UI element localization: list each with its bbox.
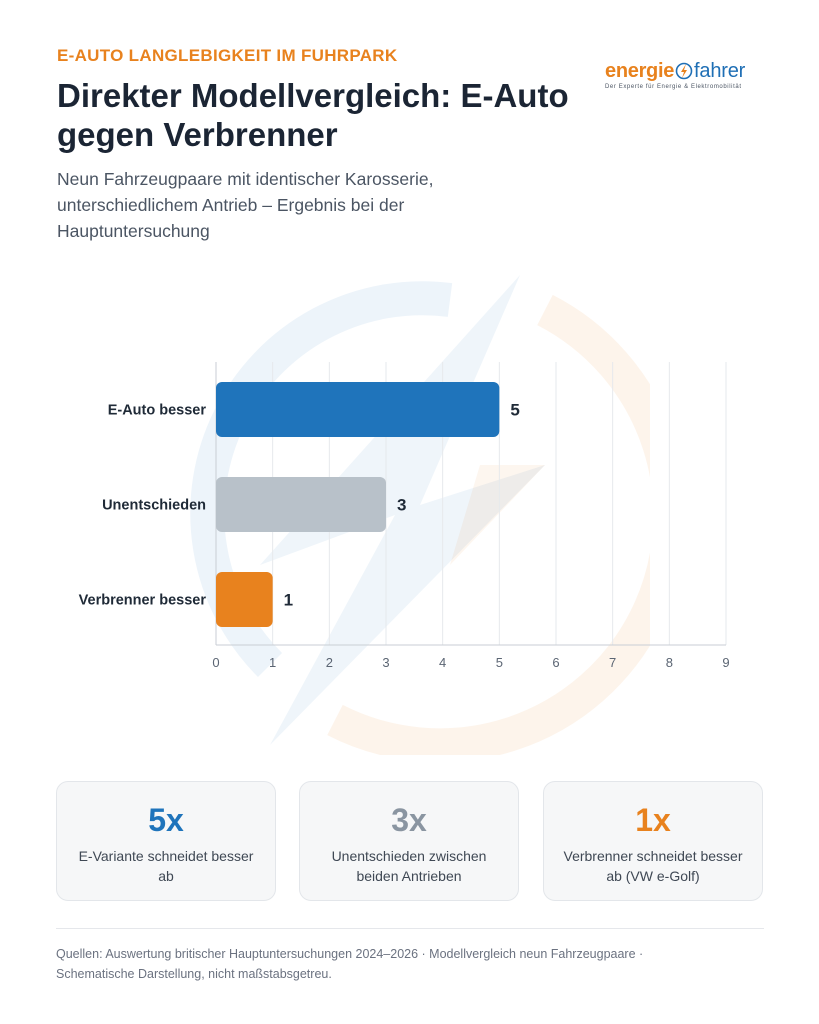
bar (216, 382, 500, 437)
card-text: Verbrenner schneidet besser ab (VW e-Gol… (563, 848, 743, 884)
bar-chart: 0 1 2 3 4 5 6 7 8 9 E-Auto besser 5 Unentschieden 3 Ve… (79, 362, 730, 670)
lightning-icon (675, 62, 693, 80)
summary-card-draw: 3x Unentschieden zwischen beiden Antrieb… (299, 781, 519, 901)
kicker: E-AUTO LANGLEBIGKEIT IM FUHRPARK (57, 46, 398, 65)
data-label: 5 (510, 401, 519, 420)
category-label: E-Auto besser (108, 403, 207, 419)
x-tick-label: 6 (552, 655, 559, 670)
x-tick-label: 5 (496, 655, 503, 670)
logo-text-energie: energie (605, 59, 675, 82)
summary-cards: 5x E-Variante schneidet besser ab 3x Une… (56, 781, 764, 901)
brand-logo: energie fahrer Der Experte für Energie &… (605, 60, 765, 94)
card-value: 3x (391, 802, 427, 838)
logo-tagline: Der Experte für Energie & Elektromobilit… (605, 84, 742, 90)
summary-card-ice: 1x Verbrenner schneidet besser ab (VW e-… (543, 781, 763, 901)
data-label: 3 (397, 496, 406, 515)
page-subtitle: Neun Fahrzeugpaare mit identischer Karos… (57, 169, 434, 241)
bar (216, 572, 273, 627)
card-value: 5x (148, 802, 184, 838)
logo-text-fahrer: fahrer (694, 59, 746, 82)
footer-sources: Quellen: Auswertung britischer Hauptunte… (56, 944, 764, 984)
x-tick-label: 1 (269, 655, 276, 670)
footer-line: Quellen: Auswertung britischer Hauptunte… (56, 947, 644, 961)
data-label: 1 (284, 591, 293, 610)
category-label: Unentschieden (102, 498, 206, 514)
card-value: 1x (635, 802, 671, 838)
summary-card-ev: 5x E-Variante schneidet besser ab (56, 781, 276, 901)
x-tick-label: 9 (722, 655, 729, 670)
x-tick-label: 3 (382, 655, 389, 670)
x-tick-label: 0 (212, 655, 219, 670)
x-tick-label: 2 (326, 655, 333, 670)
page-title: Direkter Modellvergleich: E-Auto gegen V… (57, 77, 569, 153)
footer-line: Schematische Darstellung, nicht maßstabs… (56, 967, 332, 981)
card-text: Unentschieden zwischen beiden Antrieben (331, 848, 487, 884)
x-tick-label: 4 (439, 655, 446, 670)
card-text: E-Variante schneidet besser ab (78, 848, 254, 884)
x-tick-label: 7 (609, 655, 616, 670)
footer-divider (56, 928, 764, 929)
category-label: Verbrenner besser (79, 593, 207, 609)
x-tick-label: 8 (666, 655, 673, 670)
bar (216, 477, 386, 532)
